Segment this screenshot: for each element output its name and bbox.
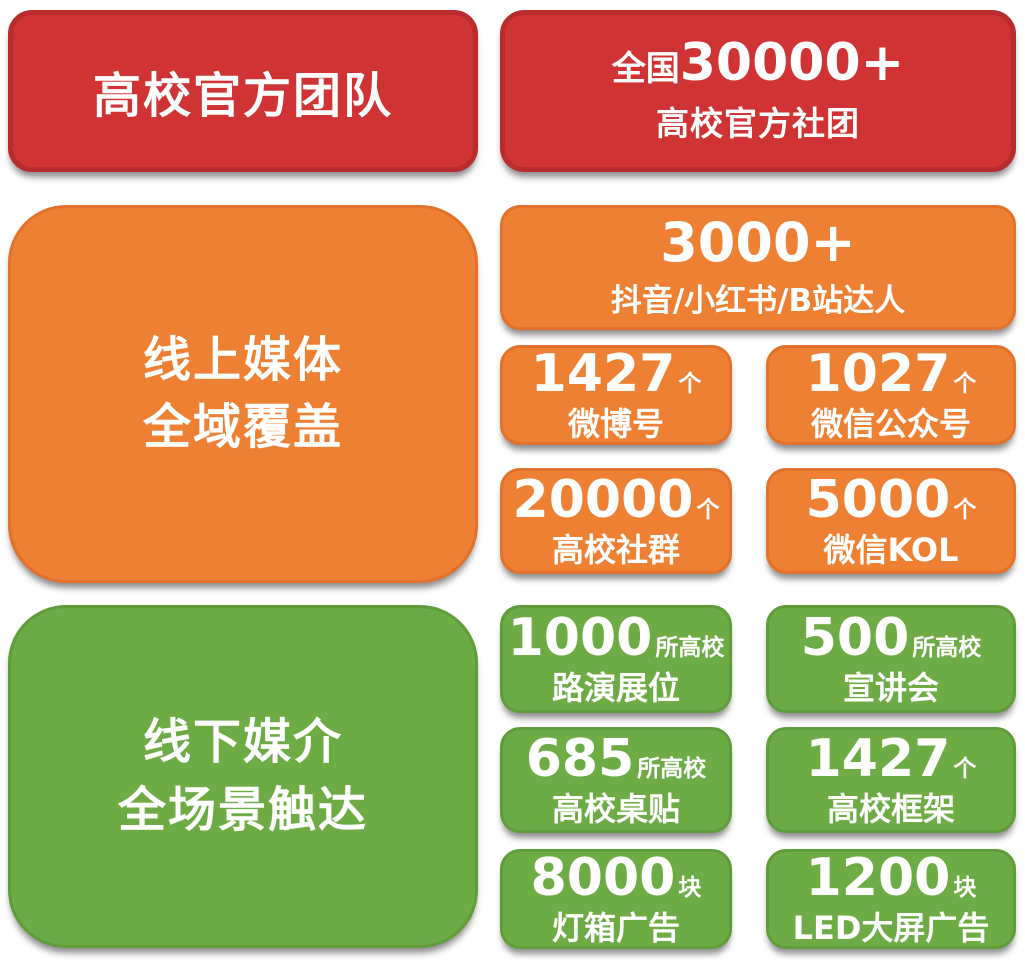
stat-number: 8000 <box>530 847 676 908</box>
official-team-header-box: 高校官方团队 <box>8 10 478 172</box>
stat-unit: 个 <box>953 755 977 782</box>
stat-label: 高校桌贴 <box>551 789 680 828</box>
stat-unit: 块 <box>953 874 977 901</box>
stat-box-wechat-kol: 5000 个 微信KOL <box>766 468 1016 574</box>
stat-unit: 块 <box>678 874 702 901</box>
stat-box-roadshow-booths: 1000 所高校 路演展位 <box>500 605 732 713</box>
stat-value: 1027 个 <box>806 348 977 400</box>
stat-value: 8000 块 <box>531 852 702 904</box>
stat-unit: 个 <box>678 370 702 397</box>
stat-label: 高校框架 <box>826 789 955 828</box>
stat-box-info-sessions: 500 所高校 宣讲会 <box>766 605 1016 713</box>
online-media-title-line2: 全域覆盖 <box>142 399 343 455</box>
stat-value: 1427 个 <box>806 733 977 785</box>
online-media-header-box: 线上媒体 全域覆盖 <box>8 205 478 583</box>
stat-box-campus-frames: 1427 个 高校框架 <box>766 727 1016 833</box>
stat-box-lightbox-ads: 8000 块 灯箱广告 <box>500 849 732 949</box>
stat-box-weibo: 1427 个 微博号 <box>500 345 732 445</box>
stat-label: 微信KOL <box>823 530 959 569</box>
stat-box-wechat-official-accounts: 1027 个 微信公众号 <box>766 345 1016 445</box>
stat-label: 灯箱广告 <box>551 908 680 947</box>
stat-unit: 所高校 <box>637 755 707 782</box>
official-clubs-number: 30000+ <box>679 33 905 93</box>
official-team-title: 高校官方团队 <box>92 68 393 124</box>
offline-media-title-line2: 全场景触达 <box>117 781 368 838</box>
offline-media-header-box: 线下媒介 全场景触达 <box>8 605 478 948</box>
stat-unit: 个 <box>696 496 720 523</box>
stat-unit: 个 <box>953 496 977 523</box>
stat-number: 1427 <box>805 728 951 789</box>
stat-number: 685 <box>525 728 635 789</box>
stat-label: 宣讲会 <box>842 668 939 707</box>
stat-box-desk-stickers: 685 所高校 高校桌贴 <box>500 727 732 833</box>
stat-box-douyin-xiaohongshu-bilibili: 3000+ 抖音/小红书/B站达人 <box>500 205 1016 330</box>
stat-number: 1200 <box>805 847 951 908</box>
stat-number: 20000 <box>512 469 694 530</box>
stat-value: 1427 个 <box>531 348 702 400</box>
stat-number: 5000 <box>805 469 951 530</box>
stat-value: 685 所高校 <box>526 733 707 785</box>
official-clubs-label: 高校官方社团 <box>656 104 860 143</box>
stat-unit: 个 <box>953 370 977 397</box>
stat-number: 1000 <box>507 607 653 668</box>
stat-value: 5000 个 <box>806 474 977 526</box>
stat-value: 1200 块 <box>806 852 977 904</box>
stat-box-campus-groups: 20000 个 高校社群 <box>500 468 732 574</box>
stat-label: 抖音/小红书/B站达人 <box>610 283 906 320</box>
stat-label: 高校社群 <box>551 530 680 569</box>
stat-unit: 所高校 <box>912 634 982 661</box>
stat-box-led-screen-ads: 1200 块 LED大屏广告 <box>766 849 1016 949</box>
official-clubs-stat-box: 全国30000+ 高校官方社团 <box>500 10 1016 172</box>
stat-value: 20000 个 <box>513 474 720 526</box>
stat-value: 500 所高校 <box>801 612 982 664</box>
stat-number: 3000+ <box>660 210 856 274</box>
stat-unit: 所高校 <box>655 634 725 661</box>
offline-media-title-line1: 线下媒介 <box>142 714 343 771</box>
stat-label: 微博号 <box>567 404 664 443</box>
stat-number: 500 <box>800 607 910 668</box>
stat-label: 微信公众号 <box>810 404 971 443</box>
stat-label: 路演展位 <box>551 668 680 707</box>
stat-number: 1427 <box>530 343 676 404</box>
stat-label: LED大屏广告 <box>792 908 990 947</box>
official-clubs-value: 全国30000+ <box>612 37 904 89</box>
official-clubs-prefix: 全国 <box>611 49 680 89</box>
online-media-title-line1: 线上媒体 <box>142 331 343 388</box>
stat-number: 1027 <box>805 343 951 404</box>
stat-value: 1000 所高校 <box>508 612 725 664</box>
